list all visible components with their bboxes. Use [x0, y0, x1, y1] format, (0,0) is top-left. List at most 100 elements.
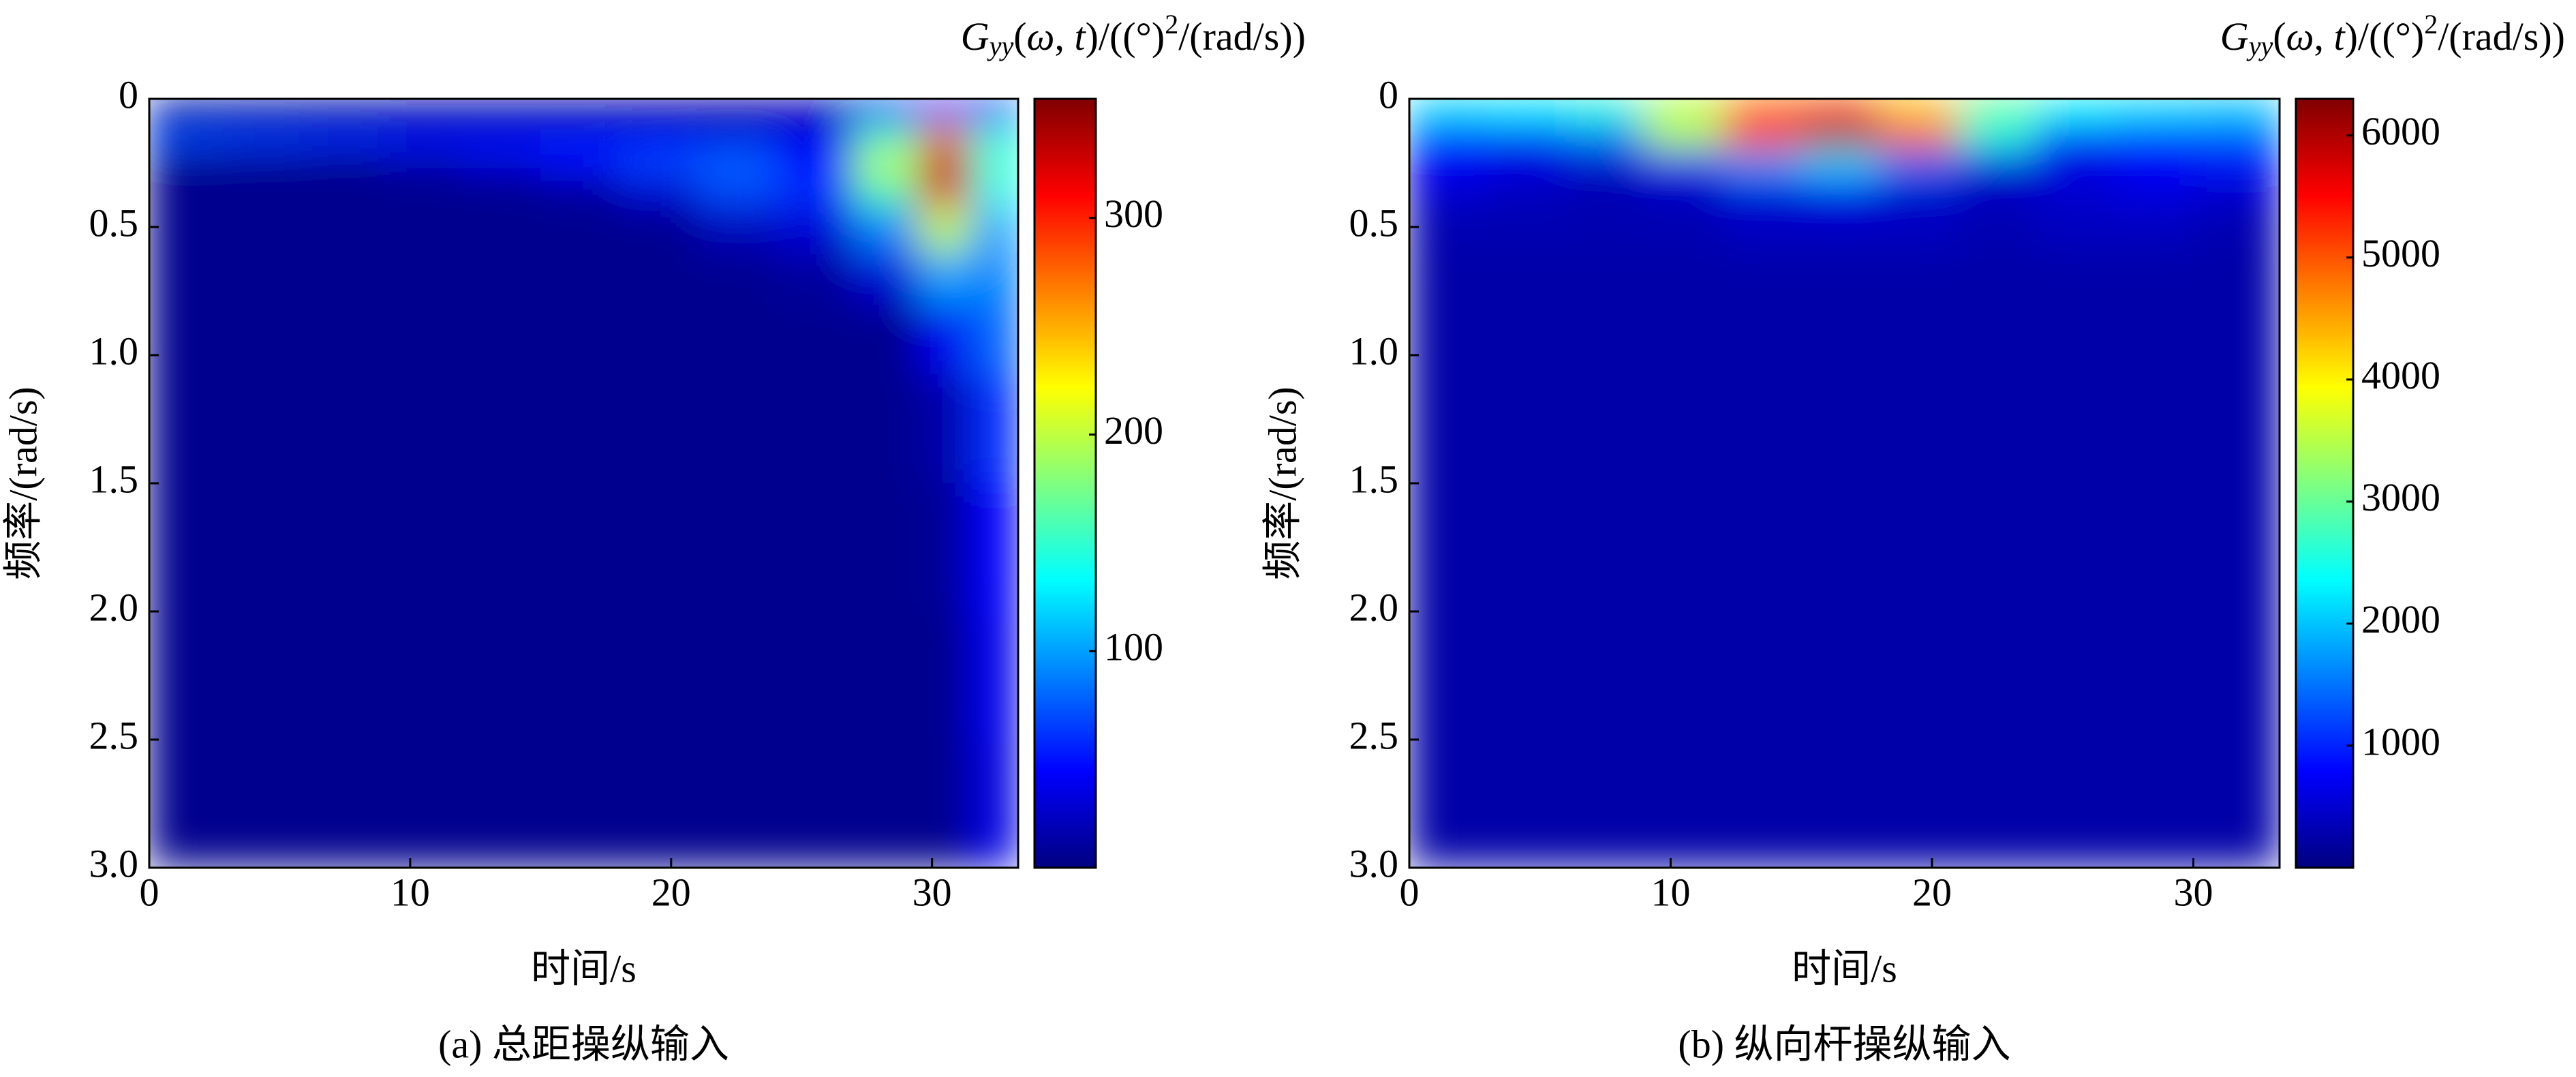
heatmap-cell [540, 149, 619, 177]
heatmap-cell [919, 207, 972, 254]
heatmap-cell [696, 124, 776, 151]
heatmap-cell [540, 611, 619, 740]
heatmap-cell [618, 149, 698, 177]
heatmap-cell [1800, 611, 1880, 740]
x-tick-label: 20 [651, 870, 691, 914]
heatmap-cell [461, 252, 541, 305]
heatmap-cell [461, 611, 541, 740]
heatmap-cell [1879, 739, 1959, 868]
heatmap-cell [1722, 483, 1802, 612]
heatmap-cell [853, 739, 920, 868]
heatmap-cell [919, 99, 972, 125]
heatmap-cell [1409, 99, 1488, 125]
heatmap-cell [919, 374, 972, 484]
heatmap-cell [775, 175, 855, 209]
colorbar-label-part: ω [1027, 14, 1055, 59]
heatmap-cell [618, 374, 698, 484]
heatmap-cell [1957, 99, 2037, 125]
heatmap-cell [775, 611, 855, 740]
heatmap-cell [1879, 207, 1959, 254]
heatmap-cell [305, 207, 385, 254]
heatmap-cell [1487, 175, 1567, 209]
colorbar-label-part: , [2314, 14, 2333, 59]
heatmap-cell [305, 739, 385, 868]
heatmap-cell [696, 374, 776, 484]
heatmap-cell [2114, 739, 2194, 868]
colorbar-label-part: t [2333, 14, 2346, 59]
heatmap-cell [853, 303, 920, 375]
heatmap-cell [2192, 303, 2280, 375]
heatmap-cell [227, 303, 307, 375]
heatmap-cell [1565, 99, 1645, 125]
heatmap-cell [540, 99, 619, 125]
y-tick-label: 0.5 [1349, 200, 1399, 245]
heatmap-cell [2036, 374, 2115, 484]
heatmap-cell [970, 483, 1018, 612]
heatmap-cell [618, 124, 698, 151]
heatmap-cell [1800, 483, 1880, 612]
heatmap-cell [1957, 611, 2037, 740]
y-tick-label: 3.0 [1349, 841, 1399, 885]
heatmap-cell [1565, 207, 1645, 254]
heatmap-cell [2114, 303, 2194, 375]
heatmap-cell [696, 207, 776, 254]
colorbar-tick-label: 4000 [2361, 353, 2440, 397]
heatmap-cell [1722, 611, 1802, 740]
heatmap-cell [2114, 149, 2194, 177]
heatmap-cell [2114, 99, 2194, 125]
heatmap-cell [1957, 252, 2037, 305]
heatmap-cell [1409, 252, 1488, 305]
heatmap-cell [384, 124, 463, 151]
heatmap-cell [384, 483, 463, 612]
heatmap-cell [1957, 149, 2037, 177]
heatmap-cell [2192, 99, 2280, 125]
heatmap-cell [384, 252, 463, 305]
heatmap-cell [1800, 207, 1880, 254]
heatmap-cell [2114, 374, 2194, 484]
heatmap-cell [618, 175, 698, 209]
colorbar-label-part: /(rad/s)) [2438, 14, 2565, 59]
heatmap-cell [775, 99, 855, 125]
heatmap-cell [149, 252, 228, 305]
heatmap-cell [1644, 149, 1723, 177]
heatmap-cell [1409, 207, 1488, 254]
heatmap-cell [227, 611, 307, 740]
colorbar-tick-label: 2000 [2361, 597, 2440, 641]
heatmap-cell [853, 611, 920, 740]
y-tick-label: 0 [119, 72, 138, 117]
heatmap-cell [1800, 99, 1880, 125]
heatmap-cell [1487, 149, 1567, 177]
heatmap [1409, 99, 2280, 868]
colorbar-label-part: yy [2246, 31, 2273, 61]
heatmap-cell [1409, 611, 1488, 740]
colorbar-label-part: ( [1013, 14, 1026, 59]
colorbar-tick-label: 1000 [2361, 719, 2440, 763]
heatmap-cell [1487, 374, 1567, 484]
x-tick-label: 10 [390, 870, 430, 914]
heatmap-cell [305, 611, 385, 740]
heatmap-cell [384, 149, 463, 177]
heatmap-cell [853, 252, 920, 305]
heatmap-cell [384, 303, 463, 375]
x-tick-label: 0 [1400, 870, 1420, 914]
y-tick-label: 1.5 [1349, 457, 1399, 501]
colorbar-label-part: G [2220, 14, 2249, 59]
heatmap-cell [305, 483, 385, 612]
heatmap-cell [227, 207, 307, 254]
heatmap-cell [227, 374, 307, 484]
heatmap-cell [384, 207, 463, 254]
heatmap-cell [1565, 303, 1645, 375]
heatmap-cell [384, 175, 463, 209]
colorbar-tick-label: 300 [1104, 192, 1163, 236]
heatmap-cell [1644, 207, 1723, 254]
heatmap-cell [2114, 124, 2194, 151]
heatmap-cell [1409, 149, 1488, 177]
heatmap-cell [540, 207, 619, 254]
heatmap-cell [696, 252, 776, 305]
heatmap-cell [384, 611, 463, 740]
heatmap-cell [1957, 207, 2037, 254]
heatmap-cell [227, 483, 307, 612]
heatmap-cell [227, 149, 307, 177]
heatmap-cell [1644, 99, 1723, 125]
heatmap-cell [1565, 739, 1645, 868]
